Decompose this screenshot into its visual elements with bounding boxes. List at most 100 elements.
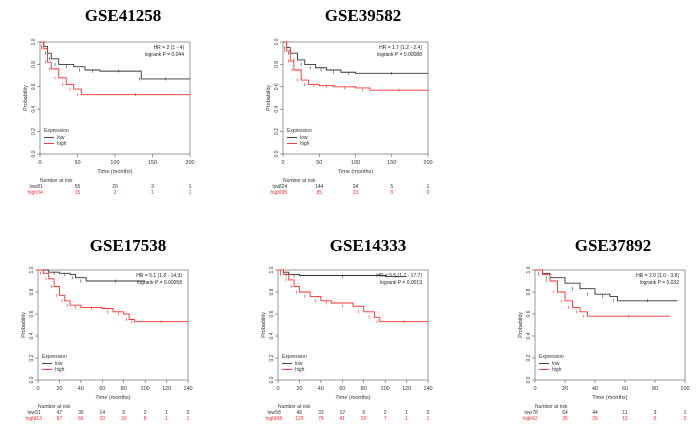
risk-count-low: 6 [362, 410, 365, 416]
x-tick-label: 80 [121, 386, 127, 392]
y-tick-label: 0.0 [274, 150, 280, 157]
y-tick-label: 0.0 [29, 376, 35, 383]
risk-count-high: 20 [361, 416, 367, 422]
hazard-ratio-label: HR = 1.7 (1.2 - 2.4) [379, 45, 422, 51]
x-tick-label: 100 [110, 160, 119, 166]
legend-label-low: low [295, 361, 303, 367]
x-tick-label: 20 [562, 386, 568, 392]
risk-count-low: 5 [390, 184, 393, 190]
x-tick-label: 100 [141, 386, 150, 392]
x-tick-label: 50 [74, 160, 80, 166]
risk-row-label-high: high [523, 416, 533, 422]
risk-count-low: 1 [684, 410, 687, 416]
y-tick-label: 0.6 [29, 310, 35, 317]
y-tick-label: 1.0 [526, 266, 532, 273]
risk-row-label-low: low [267, 410, 275, 416]
x-tick-label: 0 [281, 160, 284, 166]
plot-frame [277, 269, 429, 381]
risk-count-low: 324 [279, 184, 288, 190]
risk-count-low: 1 [189, 184, 192, 190]
y-tick-label: 0.4 [29, 332, 35, 339]
x-tick-label: 120 [402, 386, 411, 392]
legend-title: Expression [44, 128, 69, 134]
y-tick-label: 0.8 [29, 288, 35, 295]
risk-count-high: 1 [165, 416, 168, 422]
survival-curve-low [283, 41, 428, 74]
legend-label-high: high [552, 367, 562, 373]
hazard-ratio-label: HR = 5.1 (1.8 - 14.3) [136, 273, 182, 279]
legend-label-low: low [300, 135, 308, 141]
risk-count-low: 58 [275, 410, 281, 416]
risk-count-high: 8 [390, 190, 393, 196]
risk-row-label-low: low [272, 184, 280, 190]
x-tick-label: 60 [622, 386, 628, 392]
y-tick-label: 0.8 [274, 61, 280, 68]
legend-label-high: high [57, 141, 67, 147]
y-tick-label: 0.0 [269, 376, 275, 383]
risk-count-high: 1 [405, 416, 408, 422]
x-tick-label: 40 [78, 386, 84, 392]
risk-row-label-low: low [29, 184, 37, 190]
x-tick-label: 20 [296, 386, 302, 392]
risk-count-low: 5 [122, 410, 125, 416]
y-tick-label: 0.4 [269, 332, 275, 339]
risk-count-high: 34 [37, 190, 43, 196]
plot-frame [37, 269, 189, 381]
x-tick-label: 200 [185, 160, 194, 166]
y-tick-label: 0.2 [526, 354, 532, 361]
x-axis-label: Time (months) [338, 169, 373, 175]
x-tick-label: 0 [38, 160, 41, 166]
risk-count-low: 81 [37, 184, 43, 190]
y-axis-label: Probability [518, 312, 524, 338]
risk-count-low: 64 [562, 410, 568, 416]
risk-count-high: 7 [384, 416, 387, 422]
risk-row-label-low: low [524, 410, 532, 416]
km-panel-2: GSE39582 0 50 100 150 200 0.0 0.2 0.4 0.6 0.8 1.0 T… [248, 0, 448, 200]
risk-count-low: 1 [405, 410, 408, 416]
logrank-p-label: logrank P = 0.044 [145, 52, 184, 58]
risk-count-high: 52 [532, 416, 538, 422]
x-tick-label: 60 [99, 386, 105, 392]
x-tick-label: 100 [381, 386, 390, 392]
y-tick-label: 0.4 [31, 106, 37, 113]
risk-count-low: 3 [654, 410, 657, 416]
risk-count-high: 1 [189, 190, 192, 196]
y-tick-label: 0.2 [269, 354, 275, 361]
logrank-p-label: logrank P = 0.00058 [137, 280, 182, 286]
panel-title: GSE17538 [89, 236, 167, 255]
legend-title: Expression [539, 354, 564, 360]
risk-count-low: 12 [340, 410, 346, 416]
risk-table-title: Number at risk [283, 178, 316, 184]
hazard-ratio-label: HR = 5.5 (1.7 - 17.7) [376, 273, 422, 279]
y-tick-label: 0.2 [274, 128, 280, 135]
panel-title: GSE39582 [324, 6, 402, 25]
y-tick-label: 0.0 [526, 376, 532, 383]
risk-count-low: 14 [100, 410, 106, 416]
risk-count-high: 26 [592, 416, 598, 422]
x-axis-label: Time (months) [97, 169, 132, 175]
risk-count-low: 2 [144, 410, 147, 416]
legend-label-high: high [55, 367, 65, 373]
x-tick-label: 150 [387, 160, 396, 166]
risk-row-label-high: high [28, 190, 38, 196]
survival-curve-low [38, 269, 146, 282]
risk-count-high: 168 [274, 416, 283, 422]
y-tick-label: 1.0 [274, 38, 280, 45]
y-tick-label: 0.4 [274, 106, 280, 113]
risk-count-high: 78 [318, 416, 324, 422]
survival-curve-low [535, 269, 678, 302]
risk-count-low: 33 [318, 410, 324, 416]
panel-title: GSE14333 [329, 236, 407, 255]
x-tick-label: 60 [339, 386, 345, 392]
risk-count-low: 1 [427, 184, 430, 190]
risk-count-low: 1 [165, 410, 168, 416]
x-tick-label: 80 [361, 386, 367, 392]
x-axis-label: Time (months) [592, 395, 627, 401]
risk-count-high: 129 [295, 416, 304, 422]
survival-curve-high [283, 41, 428, 91]
risk-count-high: 87 [57, 416, 63, 422]
risk-count-high: 19 [121, 416, 127, 422]
panel-title: GSE41258 [84, 6, 162, 25]
risk-count-low: 3 [151, 184, 154, 190]
